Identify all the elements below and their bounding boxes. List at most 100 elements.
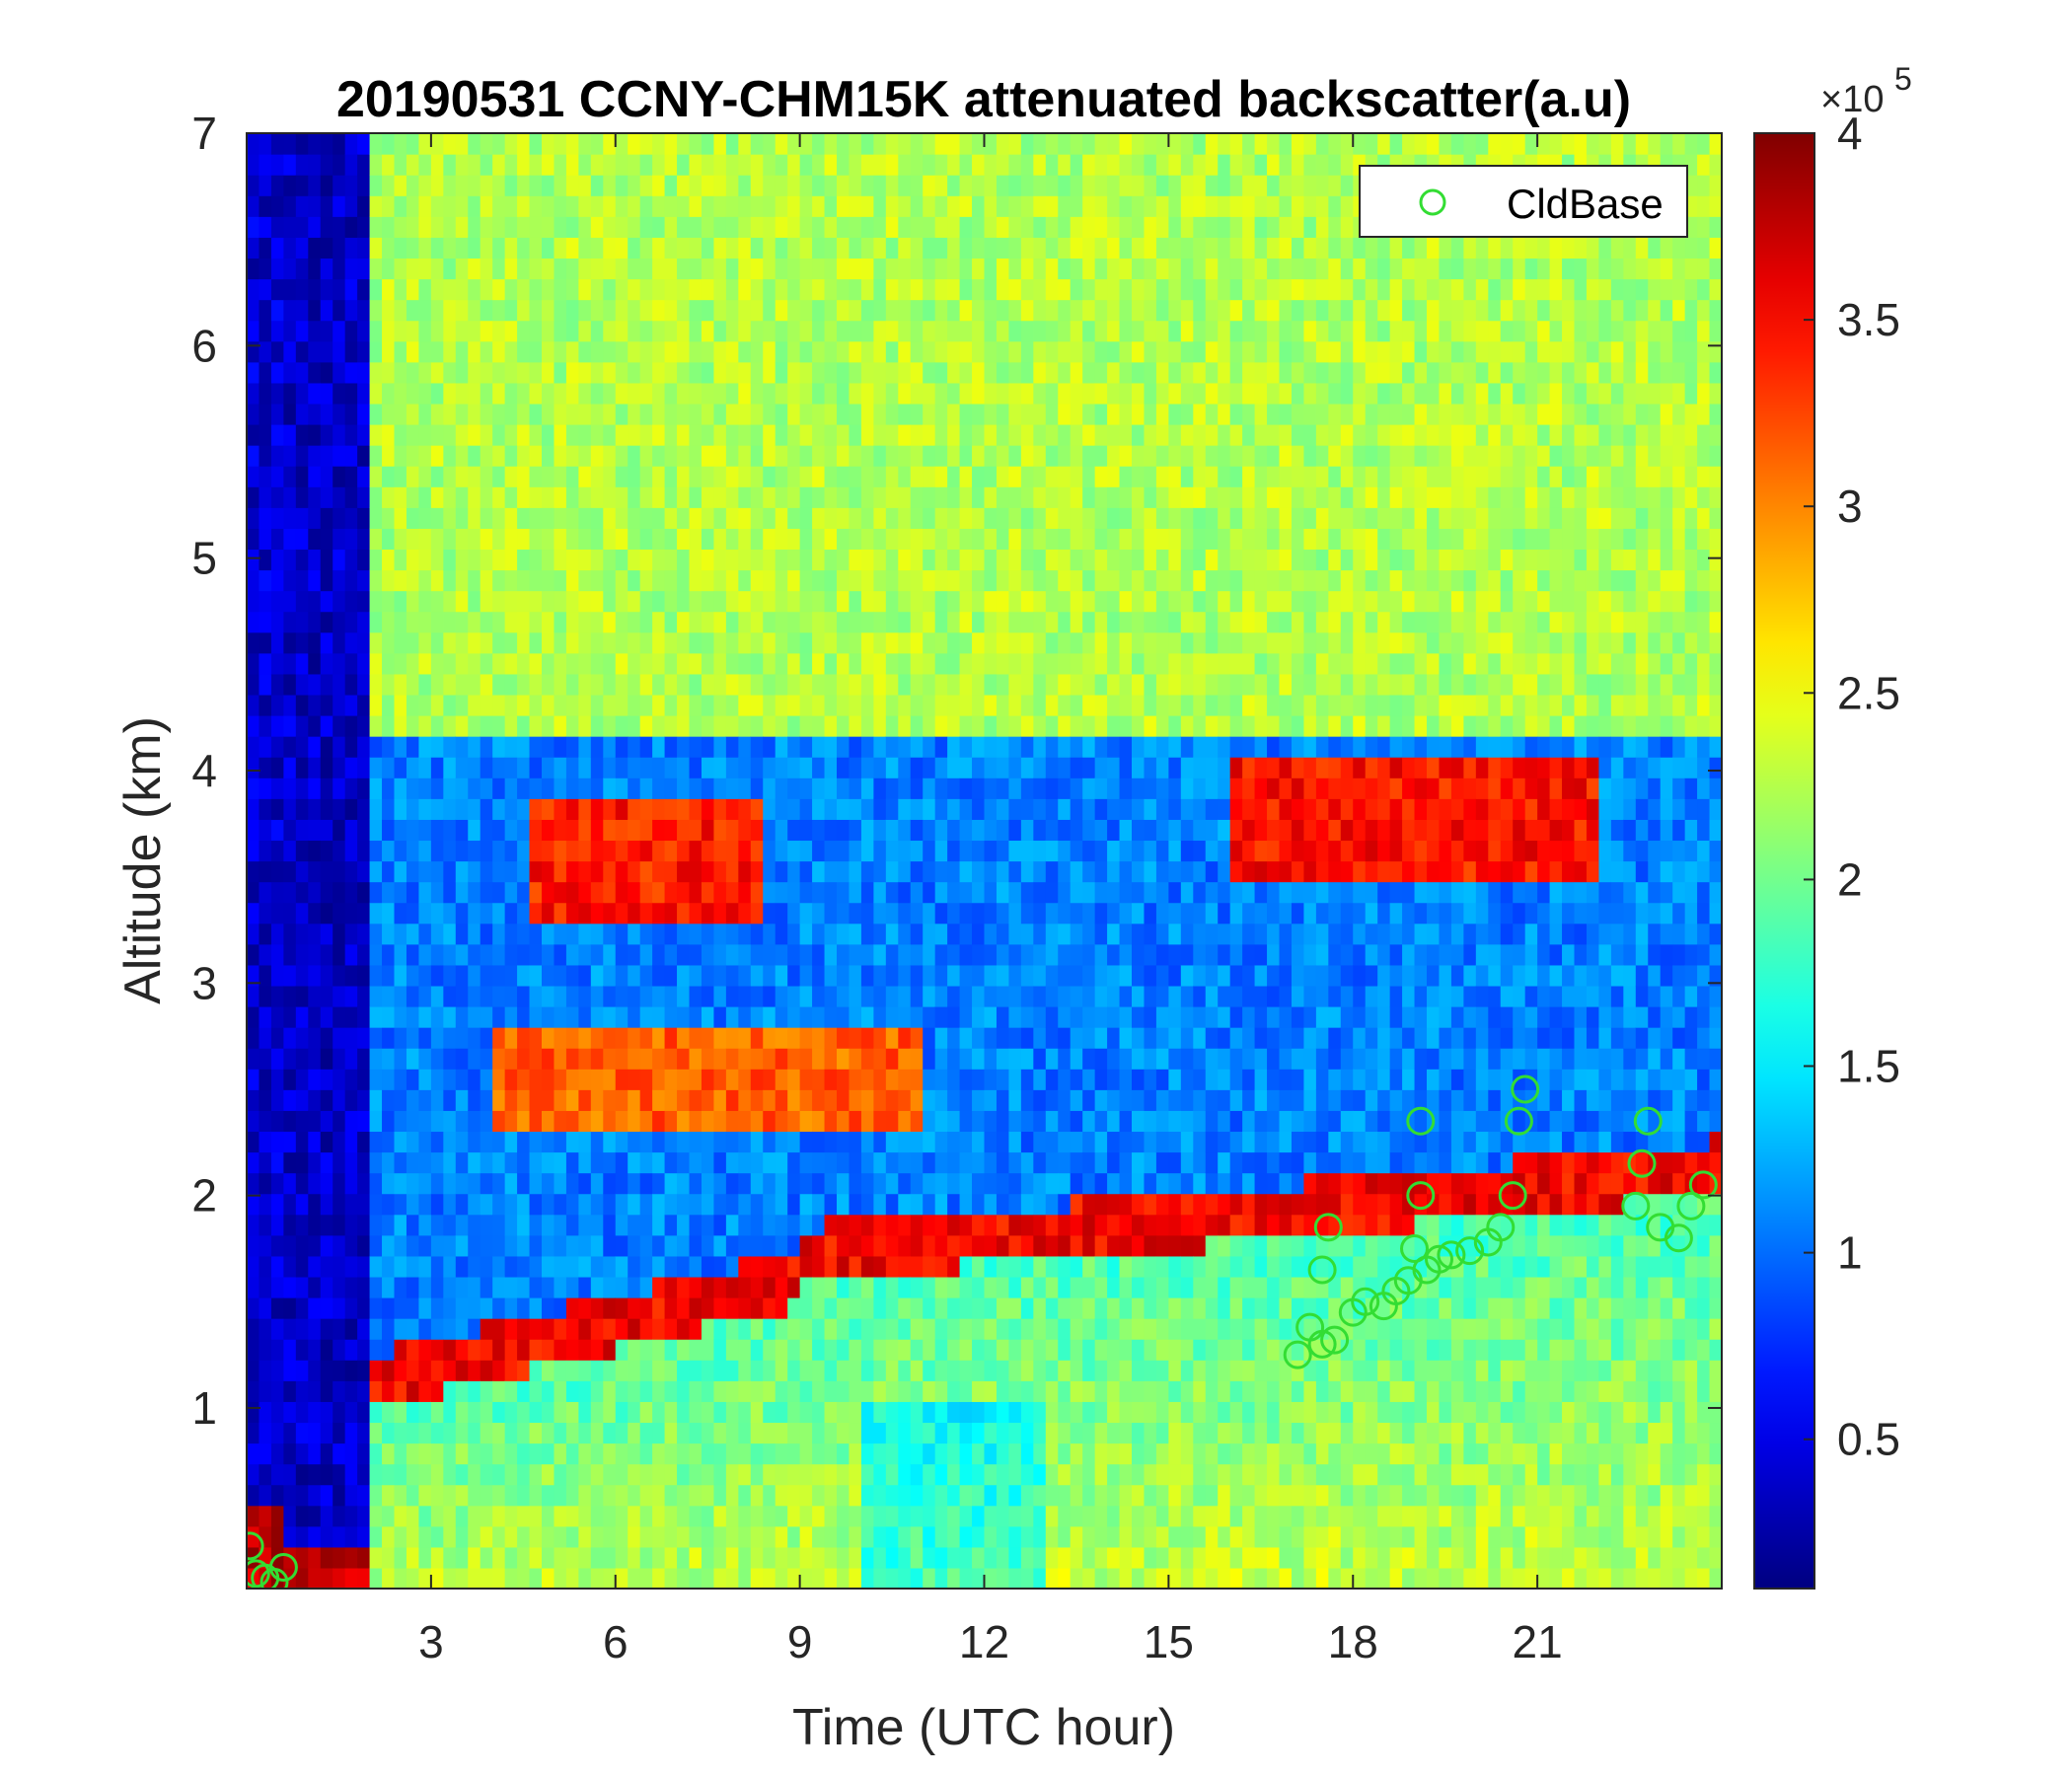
heatmap-cell (418, 403, 432, 425)
heatmap-cell (418, 382, 432, 405)
heatmap-cell (799, 1151, 813, 1174)
heatmap-cell (713, 757, 727, 778)
heatmap-cell (344, 1401, 358, 1424)
heatmap-cell (590, 1401, 604, 1424)
heatmap-cell (1107, 1380, 1121, 1402)
heatmap-cell (910, 1297, 924, 1319)
heatmap-cell (984, 1567, 998, 1589)
heatmap-cell (295, 881, 309, 904)
heatmap-cell (725, 1567, 739, 1589)
heatmap-cell (406, 819, 420, 842)
heatmap-cell (394, 237, 407, 259)
heatmap-cell (934, 757, 948, 778)
heatmap-cell (738, 964, 752, 987)
heatmap-cell (824, 736, 838, 758)
heatmap-cell (615, 195, 629, 217)
heatmap-cell (885, 445, 899, 467)
heatmap-cell (480, 715, 493, 737)
heatmap-cell (885, 320, 899, 342)
heatmap-cell (418, 715, 432, 737)
heatmap-cell (320, 237, 333, 259)
heatmap-cell (554, 1006, 567, 1028)
heatmap-cell (713, 1505, 727, 1527)
heatmap-cell (837, 1525, 851, 1548)
heatmap-cell (639, 631, 653, 654)
heatmap-cell (1070, 590, 1083, 613)
heatmap-cell (628, 736, 641, 758)
heatmap-cell (517, 1255, 531, 1278)
heatmap-cell (578, 1027, 592, 1049)
heatmap-cell (565, 237, 579, 259)
heatmap-cell (357, 923, 371, 945)
heatmap-cell (873, 569, 887, 592)
heatmap-cell (763, 1380, 777, 1402)
heatmap-cell (750, 507, 764, 529)
heatmap-cell (934, 528, 948, 551)
heatmap-cell (529, 299, 543, 322)
heatmap-cell (1058, 736, 1072, 758)
heatmap-cell (1119, 1525, 1133, 1548)
heatmap-cell (1082, 154, 1096, 176)
heatmap-cell (603, 320, 617, 342)
heatmap-cell (763, 777, 777, 799)
heatmap-cell (837, 1234, 851, 1257)
heatmap-cell (812, 528, 826, 551)
heatmap-cell (799, 694, 813, 716)
heatmap-cell (418, 1380, 432, 1402)
heatmap-cell (775, 1027, 788, 1049)
heatmap-cell (664, 237, 678, 259)
heatmap-cell (1082, 445, 1096, 467)
heatmap-cell (763, 1505, 777, 1527)
heatmap-cell (898, 1276, 912, 1298)
heatmap-cell (959, 1089, 973, 1111)
heatmap-cell (320, 1297, 333, 1319)
heatmap-cell (504, 964, 518, 987)
heatmap-cell (517, 798, 531, 820)
heatmap-cell (787, 819, 801, 842)
heatmap-cell (1094, 1463, 1108, 1486)
heatmap-cell (763, 1360, 777, 1381)
heatmap-cell (725, 923, 739, 945)
heatmap-cell (1119, 1151, 1133, 1174)
heatmap-cell (972, 154, 986, 176)
heatmap-cell (517, 923, 531, 945)
heatmap-cell (247, 237, 260, 259)
heatmap-cell (923, 694, 936, 716)
heatmap-cell (443, 1546, 457, 1569)
heatmap-cell (972, 382, 986, 405)
heatmap-cell (934, 798, 948, 820)
heatmap-cell (369, 777, 383, 799)
heatmap-cell (369, 1339, 383, 1361)
heatmap-cell (517, 1567, 531, 1589)
heatmap-cell (480, 1567, 493, 1589)
heatmap-cell (750, 736, 764, 758)
heatmap-cell (529, 466, 543, 487)
heatmap-cell (972, 1151, 986, 1174)
heatmap-cell (787, 1172, 801, 1195)
heatmap-cell (799, 1567, 813, 1589)
heatmap-cell (554, 631, 567, 654)
heatmap-cell (639, 1069, 653, 1090)
heatmap-cell (1033, 1089, 1047, 1111)
heatmap-cell (799, 424, 813, 446)
heatmap-cell (824, 216, 838, 238)
heatmap-cell (628, 840, 641, 862)
heatmap-cell (996, 278, 1010, 301)
heatmap-cell (308, 445, 322, 467)
heatmap-cell (664, 943, 678, 966)
heatmap-cell (603, 902, 617, 925)
heatmap-cell (554, 320, 567, 342)
heatmap-cell (1045, 1151, 1059, 1174)
heatmap-cell (775, 1463, 788, 1486)
heatmap-cell (639, 486, 653, 508)
heatmap-cell (947, 216, 961, 238)
heatmap-cell (603, 798, 617, 820)
heatmap-cell (812, 923, 826, 945)
heatmap-cell (455, 1131, 469, 1153)
heatmap-cell (259, 1380, 272, 1402)
heatmap-cell (517, 340, 531, 363)
heatmap-cell (443, 1380, 457, 1402)
heatmap-cell (652, 1567, 666, 1589)
heatmap-cell (529, 611, 543, 633)
heatmap-cell (615, 631, 629, 654)
